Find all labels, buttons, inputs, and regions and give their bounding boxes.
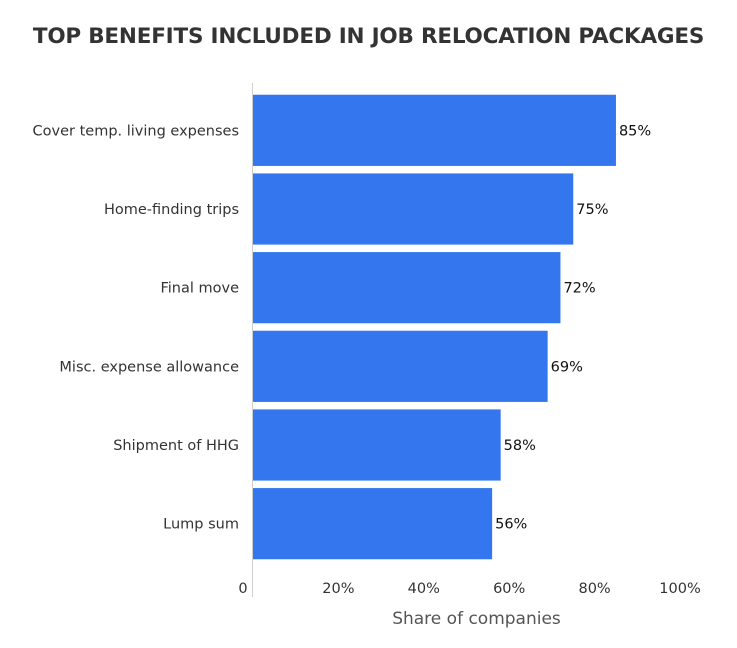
x-tick-label: 80% bbox=[578, 581, 610, 597]
bar-final-move bbox=[253, 252, 561, 324]
category-label: Cover temp. living expenses bbox=[33, 123, 239, 139]
bar-misc-expense-allowance bbox=[253, 330, 548, 402]
x-tick-label: 60% bbox=[493, 581, 525, 597]
value-label: 56% bbox=[495, 517, 527, 533]
value-label: 85% bbox=[619, 123, 651, 139]
chart-title: TOP BENEFITS INCLUDED IN JOB RELOCATION … bbox=[32, 24, 705, 49]
value-label: 69% bbox=[551, 359, 583, 375]
value-label: 58% bbox=[504, 438, 536, 454]
x-tick-label: 100% bbox=[659, 581, 700, 597]
bar-shipment-of-hhg bbox=[253, 409, 501, 481]
x-tick-labels-group: 0 20% 40% 60% 80% 100% bbox=[238, 581, 700, 597]
value-label: 75% bbox=[576, 202, 608, 218]
category-label: Shipment of HHG bbox=[113, 438, 239, 454]
category-labels-group: Cover temp. living expenses Home-finding … bbox=[33, 123, 240, 532]
category-label: Misc. expense allowance bbox=[59, 359, 239, 375]
category-label: Lump sum bbox=[163, 517, 239, 533]
bar-lump-sum bbox=[253, 488, 493, 560]
category-label: Final move bbox=[160, 281, 239, 297]
value-labels-group: 85% 75% 72% 69% 58% 56% bbox=[495, 123, 651, 532]
x-tick-label: 0 bbox=[238, 581, 247, 597]
x-tick-label: 20% bbox=[322, 581, 354, 597]
bars-group bbox=[253, 94, 616, 560]
x-axis-title: Share of companies bbox=[392, 609, 561, 629]
value-label: 72% bbox=[563, 281, 595, 297]
bar-home-finding-trips bbox=[253, 173, 574, 245]
category-label: Home-finding trips bbox=[104, 202, 239, 218]
x-tick-label: 40% bbox=[408, 581, 440, 597]
bar-cover-temp-living-expenses bbox=[253, 94, 616, 166]
